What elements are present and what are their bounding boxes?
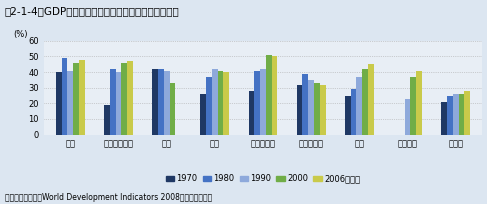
Bar [73,63,79,135]
Bar [164,71,169,135]
Bar [362,69,368,135]
Bar [206,77,212,135]
Text: 図2-1-4　GDPに占める製造業付加価値額の割合の推移: 図2-1-4 GDPに占める製造業付加価値額の割合の推移 [5,6,180,16]
Bar [152,69,158,135]
Bar [56,72,62,135]
Bar [416,71,422,135]
Bar [351,89,356,135]
Bar [405,99,411,135]
Bar [266,55,272,135]
Bar [121,63,127,135]
Bar [115,72,121,135]
Bar [441,102,447,135]
Bar [127,61,133,135]
Bar [453,94,459,135]
Bar [248,91,254,135]
Bar [320,85,326,135]
Bar [297,85,302,135]
Bar [62,58,67,135]
Bar [158,69,164,135]
Bar [169,83,175,135]
Bar [67,71,73,135]
Bar [345,95,351,135]
Legend: 1970, 1980, 1990, 2000, 2006（年）: 1970, 1980, 1990, 2000, 2006（年） [162,171,364,187]
Bar [464,91,470,135]
Bar [212,69,218,135]
Bar [356,77,362,135]
Bar [110,69,115,135]
Bar [104,105,110,135]
Bar [254,71,260,135]
Bar [200,94,206,135]
Bar [459,94,464,135]
Text: 資料：世界銀行、World Development Indicators 2008より環境省作成: 資料：世界銀行、World Development Indicators 200… [5,193,212,202]
Bar [368,64,374,135]
Bar [79,60,85,135]
Bar [260,69,266,135]
Bar [308,80,314,135]
Bar [218,71,224,135]
Bar [302,74,308,135]
Text: (%): (%) [13,30,28,39]
Bar [272,57,278,135]
Bar [411,77,416,135]
Bar [447,95,453,135]
Bar [224,72,229,135]
Bar [314,83,320,135]
